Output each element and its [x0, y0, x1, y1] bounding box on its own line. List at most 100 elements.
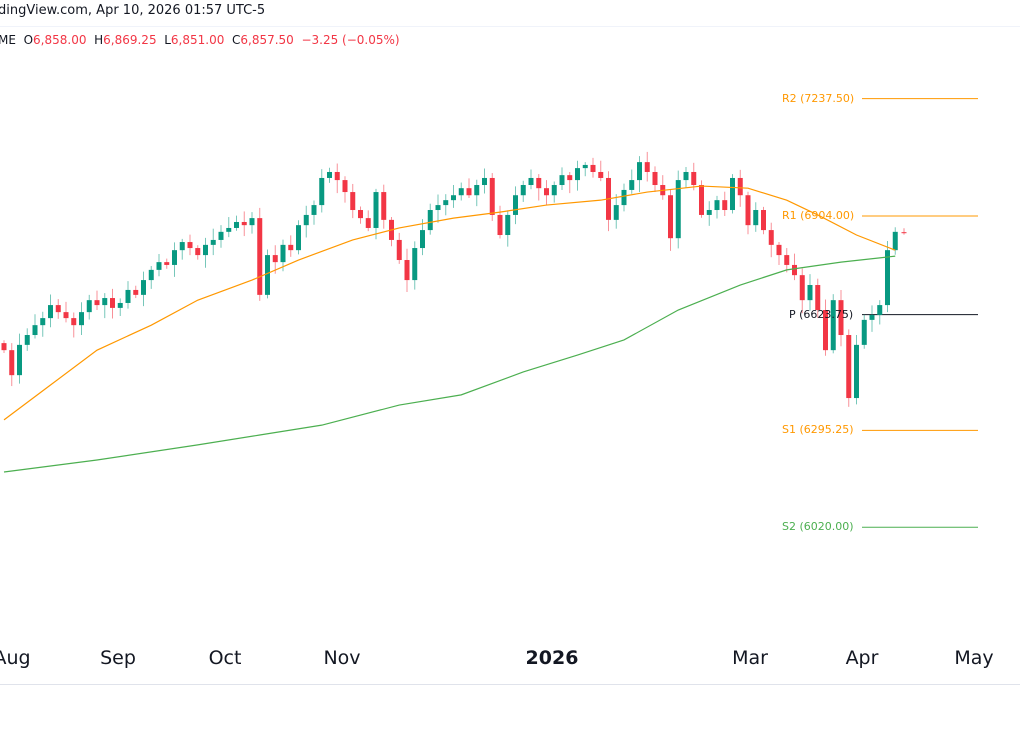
- candle-body: [117, 302, 123, 308]
- candle-body: [854, 344, 859, 399]
- candle-body: [311, 205, 317, 215]
- candle-body: [63, 312, 69, 319]
- x-tick-label: Oct: [208, 647, 242, 669]
- pivot-label: R2 (7237.50): [782, 91, 855, 105]
- candle-body: [17, 344, 22, 376]
- candle-body: [567, 175, 573, 181]
- candle-body: [466, 188, 472, 196]
- candle-body: [637, 162, 642, 181]
- candle-body: [86, 300, 92, 313]
- candle-body: [520, 185, 526, 196]
- candle-body: [776, 244, 782, 256]
- candle-body: [621, 189, 627, 206]
- candle-body: [373, 192, 379, 228]
- candle-body: [505, 214, 511, 236]
- candle-body: [730, 177, 735, 211]
- candle-body: [451, 195, 456, 201]
- candle-body: [901, 232, 907, 234]
- x-tick-label: Aug: [0, 647, 31, 669]
- open-value: 6,858.00: [33, 33, 87, 47]
- moving-average-line: [3, 185, 896, 421]
- candle-body: [706, 210, 712, 215]
- candle-body: [644, 162, 650, 172]
- candle-body: [598, 171, 604, 178]
- candle-body: [241, 221, 247, 226]
- candle-body: [815, 285, 821, 311]
- candle-body: [737, 177, 743, 196]
- candle-body: [288, 244, 294, 251]
- candle-body: [582, 164, 588, 169]
- candle-body: [575, 168, 580, 181]
- candle-body: [218, 231, 224, 240]
- candle-body: [474, 185, 480, 196]
- candle-body: [443, 200, 449, 206]
- ohlc-legend: ME O6,858.00 H6,869.25 L6,851.00 C6,857.…: [0, 33, 400, 47]
- candle-body: [141, 280, 146, 295]
- candle-body: [877, 305, 883, 315]
- high-value: 6,869.25: [103, 33, 157, 47]
- candle-body: [497, 214, 503, 236]
- close-value: 6,857.50: [240, 33, 294, 47]
- x-tick-label: 2026: [525, 647, 579, 669]
- candle-body: [544, 188, 549, 196]
- candle-body: [125, 289, 131, 303]
- candle-body: [420, 230, 425, 249]
- candle-body: [427, 210, 433, 231]
- candle-body: [823, 310, 828, 351]
- candle-body: [699, 185, 704, 215]
- candle-body: [675, 180, 681, 239]
- candle-body: [226, 227, 232, 232]
- candle-body: [342, 180, 348, 193]
- candle-body: [559, 175, 565, 186]
- price-chart[interactable]: [0, 0, 1020, 640]
- candle-body: [590, 164, 596, 172]
- candle-body: [102, 298, 108, 306]
- candle-body: [668, 195, 673, 239]
- candle-body: [334, 171, 340, 181]
- candle-body: [792, 264, 797, 276]
- candle-body: [133, 289, 139, 295]
- candle-body: [458, 188, 464, 196]
- candle-body: [32, 325, 38, 336]
- candle-body: [210, 239, 216, 245]
- candle-body: [892, 231, 898, 251]
- candle-body: [40, 318, 46, 326]
- candle-body: [1, 343, 7, 351]
- candle-body: [327, 171, 332, 178]
- candle-body: [838, 300, 844, 336]
- candle-body: [187, 242, 193, 249]
- x-tick-label: Apr: [845, 647, 879, 669]
- candle-body: [265, 255, 270, 295]
- candle-body: [404, 260, 410, 281]
- candle-body: [179, 242, 185, 251]
- candle-body: [753, 210, 759, 226]
- candle-body: [195, 248, 201, 256]
- open-label: O: [23, 33, 34, 47]
- pivot-label: S2 (6020.00): [782, 520, 854, 534]
- candle-body: [350, 192, 356, 211]
- candle-body: [489, 177, 495, 215]
- candle-body: [110, 298, 115, 308]
- candle-body: [761, 210, 766, 231]
- candle-body: [358, 210, 363, 219]
- candle-body: [807, 285, 813, 301]
- pivot-label: R1 (6904.00): [782, 209, 855, 222]
- candle-body: [24, 335, 30, 345]
- candle-body: [482, 177, 487, 186]
- candle-body: [203, 244, 208, 256]
- low-label: L: [164, 33, 171, 47]
- candle-body: [234, 221, 239, 228]
- candle-body: [714, 200, 720, 211]
- candle-body: [303, 214, 309, 226]
- x-tick-label: Sep: [100, 647, 136, 669]
- high-label: H: [94, 33, 104, 47]
- x-tick-label: Mar: [732, 647, 768, 669]
- candle-body: [412, 248, 418, 281]
- candle-body: [257, 218, 263, 295]
- candle-body: [869, 314, 875, 320]
- close-label: C: [231, 33, 241, 47]
- candle-body: [784, 255, 790, 265]
- candle-body: [365, 218, 371, 228]
- pivot-label: P (6623.75): [789, 307, 854, 321]
- moving-average-line: [3, 255, 896, 473]
